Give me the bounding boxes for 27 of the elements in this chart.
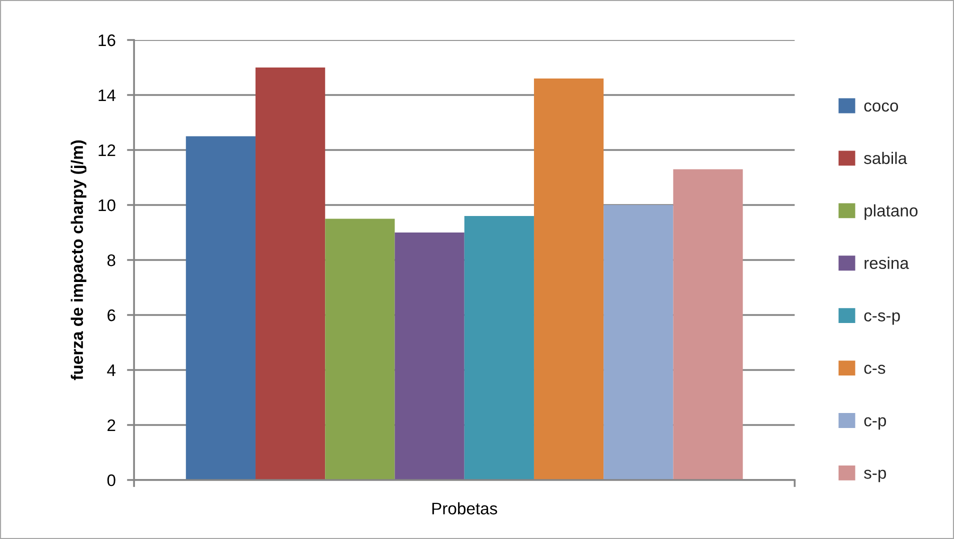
y-tick-label: 12 [98,144,116,156]
bar [325,218,395,480]
legend-label: s-p [864,470,886,482]
y-tick-label: 2 [108,419,116,432]
y-tick-label: 16 [98,34,116,46]
bar [394,232,464,480]
y-tick-label: 0 [107,474,116,486]
bar [186,136,256,480]
bar [464,216,534,480]
legend-label: c-s-p [864,312,900,325]
y-tick-label: 4 [107,364,116,376]
y-tick-label: 14 [98,90,116,102]
bar [673,169,743,480]
legend-label: platano [864,204,918,220]
x-tick-label: Probetas [432,502,498,514]
y-axis-title: fuerza de impacto charpy (j/m) [70,140,86,380]
legend-label: coco [864,102,898,112]
bar [604,204,674,480]
legend-label: c-s [864,364,886,374]
bar [534,78,604,480]
legend-label: resina [864,256,909,269]
y-tick-label: 8 [107,254,116,266]
y-tick-label: 10 [98,199,116,212]
legend-label: c-p [864,417,886,430]
legend-label: sabila [864,152,908,164]
bar [256,67,326,480]
y-tick-label: 6 [108,309,116,322]
